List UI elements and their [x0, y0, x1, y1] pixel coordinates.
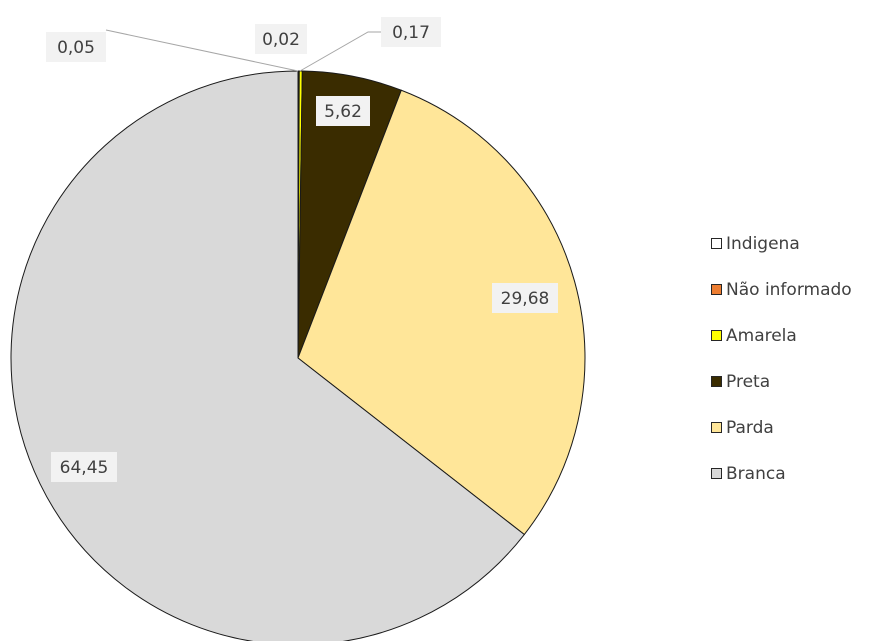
- data-labels: 0,02 0,05 0,17 5,62 29,68 64,45: [46, 17, 558, 482]
- data-label-text-parda: 29,68: [501, 289, 550, 309]
- legend-swatch-preta: [711, 376, 722, 387]
- leader-lines: [105, 29, 381, 72]
- data-label-branca: 64,45: [51, 452, 117, 482]
- data-label-box-branca: [51, 452, 117, 482]
- data-label-preta: 5,62: [316, 96, 370, 126]
- data-label-text-amarela: 0,17: [392, 23, 430, 43]
- data-label-nao-informado: 0,05: [46, 32, 106, 62]
- legend-swatch-amarela: [711, 330, 722, 341]
- data-label-indigena: 0,02: [255, 24, 307, 54]
- legend-label-indigena: Indigena: [726, 233, 800, 254]
- legend-label-branca: Branca: [726, 463, 786, 484]
- leader-line-nao-informado: [105, 29, 299, 72]
- leader-line-amarela: [299, 31, 381, 72]
- data-label-text-branca: 64,45: [60, 458, 109, 478]
- legend-item-indigena: Indigena: [711, 232, 852, 255]
- data-label-text-nao-informado: 0,05: [57, 38, 95, 58]
- legend-label-amarela: Amarela: [726, 325, 797, 346]
- legend-swatch-parda: [711, 422, 722, 433]
- data-label-box-amarela: [381, 17, 441, 47]
- legend-item-nao-informado: Não informado: [711, 278, 852, 301]
- legend-label-nao-informado: Não informado: [726, 279, 852, 300]
- data-label-box-preta: [316, 96, 370, 126]
- legend-item-parda: Parda: [711, 416, 852, 439]
- pie-slice-parda: [297, 89, 586, 536]
- legend-label-parda: Parda: [726, 417, 774, 438]
- data-label-amarela: 0,17: [381, 17, 441, 47]
- legend-label-preta: Preta: [726, 371, 771, 392]
- data-label-box-parda: [492, 283, 558, 313]
- legend-swatch-indigena: [711, 238, 722, 249]
- legend-item-amarela: Amarela: [711, 324, 852, 347]
- pie-slices: [10, 70, 586, 641]
- legend: Indigena Não informado Amarela Preta Parda Br…: [711, 232, 852, 508]
- legend-item-preta: Preta: [711, 370, 852, 393]
- data-label-parda: 29,68: [492, 283, 558, 313]
- data-label-text-preta: 5,62: [324, 102, 362, 122]
- legend-swatch-nao-informado: [711, 284, 722, 295]
- data-label-text-indigena: 0,02: [262, 30, 300, 50]
- data-label-box-nao-informado: [46, 32, 106, 62]
- pie-slice-branca: [10, 70, 525, 641]
- legend-swatch-branca: [711, 468, 722, 479]
- legend-item-branca: Branca: [711, 462, 852, 485]
- data-label-box-indigena: [255, 24, 307, 54]
